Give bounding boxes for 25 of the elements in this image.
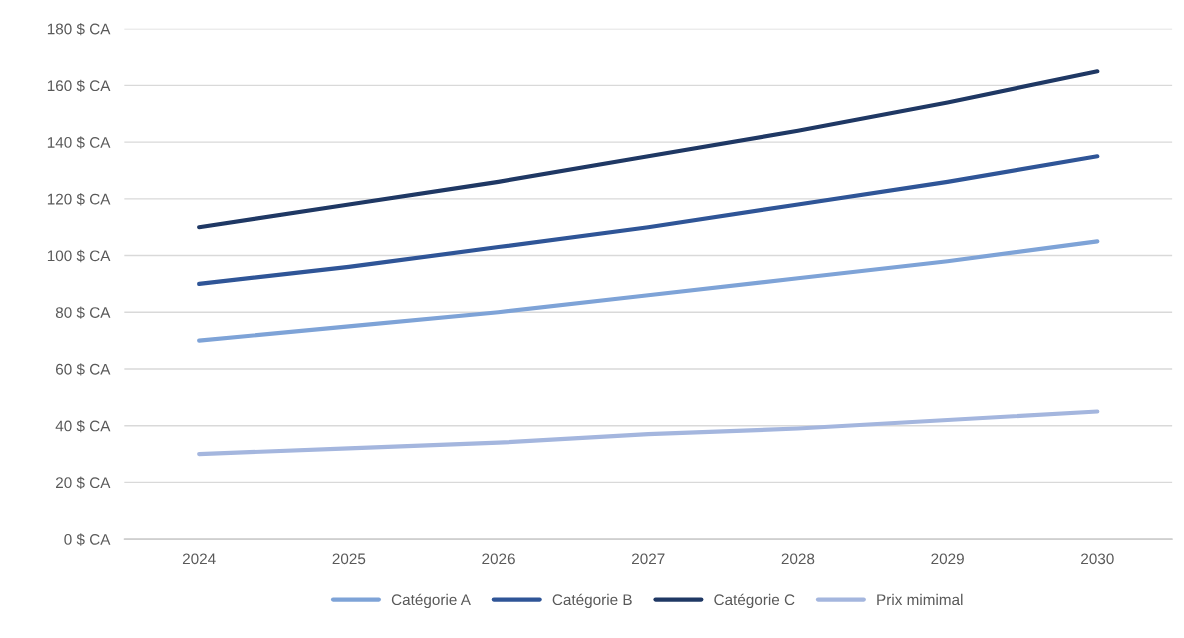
y-tick-label: 20 $ CA xyxy=(56,476,111,489)
y-tick-label: 60 $ CA xyxy=(56,363,111,376)
legend-label: Catégorie B xyxy=(552,593,632,609)
legend-label: Catégorie C xyxy=(714,593,795,609)
line-series xyxy=(197,409,1100,457)
x-tick-label: 2028 xyxy=(781,553,815,565)
x-tick-label: 2026 xyxy=(482,553,515,565)
y-tick-label: 180 $ CA xyxy=(47,22,111,36)
y-tick-label: 120 $ CA xyxy=(47,193,111,206)
x-tick-label: 2024 xyxy=(182,553,216,565)
line-series xyxy=(197,154,1100,286)
x-tick-label: 2030 xyxy=(1081,553,1114,565)
line-series xyxy=(197,69,1100,230)
x-tick-label: 2027 xyxy=(632,553,665,565)
line-series xyxy=(197,239,1100,343)
y-tick-label: 80 $ CA xyxy=(55,306,111,319)
legend-label: Prix mimimal xyxy=(877,593,963,606)
y-tick-label: 40 $ CA xyxy=(55,419,111,433)
y-tick-label: 0 $ CA xyxy=(64,533,111,546)
x-tick-label: 2029 xyxy=(931,553,964,565)
legend-label: Catégorie A xyxy=(391,593,471,609)
y-tick-label: 160 $ CA xyxy=(47,79,111,93)
y-tick-label: 100 $ CA xyxy=(47,249,111,263)
y-tick-label: 140 $ CA xyxy=(47,136,111,149)
x-tick-label: 2025 xyxy=(332,553,366,565)
